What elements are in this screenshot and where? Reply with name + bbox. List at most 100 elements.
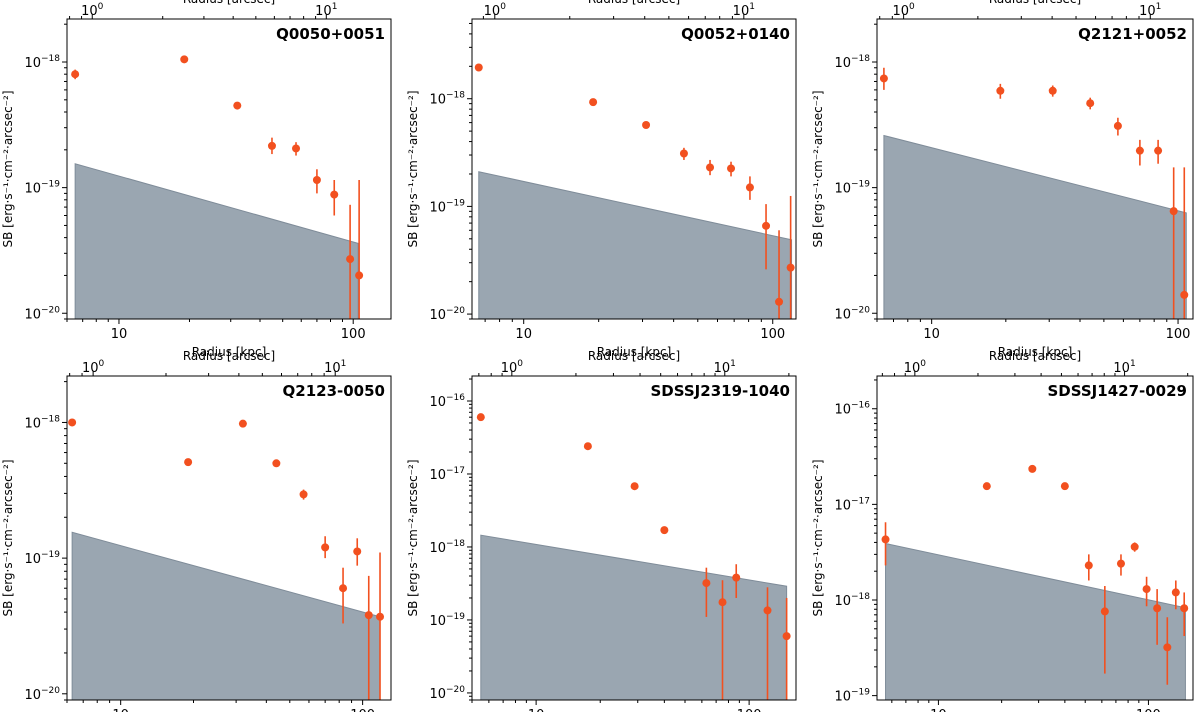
data-point: [982, 482, 991, 491]
y-tick-label: 10−20: [24, 305, 60, 322]
panel-title: Q0052+0140: [681, 25, 790, 43]
data-point: [679, 149, 688, 158]
data-point: [786, 263, 795, 272]
x-tick-label: 10: [923, 327, 940, 342]
x2-tick-label: 100: [82, 359, 105, 376]
x2-tick-label: 100: [904, 359, 927, 376]
y-tick-label: 10−17: [834, 496, 870, 513]
plot-frame: [66, 18, 392, 320]
data-point: [660, 526, 669, 535]
data-point: [1135, 146, 1144, 155]
x-tick-label: 100: [341, 327, 366, 342]
data-point: [233, 101, 242, 110]
ticks: [467, 14, 774, 324]
data-point: [321, 543, 330, 552]
plot-frame: [876, 375, 1194, 701]
x-tick-label: 10: [930, 708, 947, 712]
x2-tick-label: 100: [81, 2, 104, 19]
data-point: [1048, 86, 1057, 95]
y-tick-label: 10−16: [429, 393, 465, 410]
y-axis-label: SB [erg·s⁻¹·cm⁻²·arcsec⁻²]: [406, 90, 420, 247]
x2-tick-label: 101: [324, 359, 346, 376]
ticks: [62, 14, 354, 324]
y-tick-label: 10−18: [24, 414, 60, 431]
ticks: [872, 14, 1179, 324]
y-tick-label: 10−19: [834, 180, 870, 197]
panel-title: SDSSJ1427-0029: [1048, 382, 1188, 400]
data-point: [312, 176, 321, 185]
x-axis-label: Radius [kpc]: [998, 345, 1073, 359]
data-point: [71, 70, 80, 79]
data-point: [782, 632, 791, 641]
y-tick-label: 10−20: [429, 685, 465, 702]
data-point: [745, 183, 754, 192]
data-point: [996, 86, 1005, 95]
x2-tick-label: 100: [892, 2, 915, 19]
sensitivity-band: [480, 534, 788, 700]
data-point: [299, 490, 308, 499]
data-point: [364, 611, 373, 620]
y-tick-label: 10−20: [24, 686, 60, 703]
data-point: [68, 418, 77, 427]
plot-frame: [471, 18, 797, 320]
panel-0: 10 100 100 101 10−20 10−19 10−18 Radius [kpc] Ra…: [1, 0, 392, 359]
data-point: [1060, 482, 1069, 491]
x-axis-label: Radius [kpc]: [597, 345, 672, 359]
data-point: [881, 535, 890, 544]
data-point: [762, 221, 771, 230]
data-point: [879, 74, 888, 83]
data-point: [718, 598, 727, 607]
x-tick-label: 100: [350, 708, 375, 712]
data-point: [267, 141, 276, 150]
x2-tick-label: 101: [315, 2, 337, 19]
data-point: [706, 163, 715, 172]
panel-title: Q2121+0052: [1078, 25, 1187, 43]
data-point: [1130, 542, 1139, 551]
data-point: [727, 164, 736, 173]
x-tick-label: 100: [737, 708, 762, 712]
y-tick-label: 10−19: [24, 180, 60, 197]
data-point: [355, 271, 364, 280]
y-tick-label: 10−17: [429, 466, 465, 483]
plot-frame: [66, 375, 392, 701]
ticks: [62, 371, 364, 705]
x-tick-label: 10: [111, 327, 128, 342]
x2-tick-label: 101: [1139, 2, 1161, 19]
data-point: [763, 606, 772, 615]
x2-axis-label: Radius [arcsec]: [989, 0, 1081, 6]
data-point: [1084, 561, 1093, 570]
sensitivity-band: [478, 171, 793, 319]
x-tick-label: 10: [528, 708, 545, 712]
data-point: [1171, 588, 1180, 597]
panel-1: 10 100 100 101 10−20 10−19 10−18 Radius [kpc] Ra…: [406, 0, 797, 359]
y-tick-label: 10−18: [429, 91, 465, 108]
x-tick-label: 10: [112, 708, 129, 712]
y-axis-label: SB [erg·s⁻¹·cm⁻²·arcsec⁻²]: [406, 459, 420, 616]
y-axis-label: SB [erg·s⁻¹·cm⁻²·arcsec⁻²]: [1, 90, 15, 247]
data-point: [589, 98, 598, 107]
y-axis-label: SB [erg·s⁻¹·cm⁻²·arcsec⁻²]: [811, 90, 825, 247]
y-tick-label: 10−18: [834, 54, 870, 71]
x2-tick-label: 101: [733, 2, 755, 19]
ticks: [467, 371, 790, 705]
y-tick-label: 10−18: [429, 539, 465, 556]
sensitivity-band: [885, 542, 1186, 700]
y-tick-label: 10−18: [834, 592, 870, 609]
data-point: [1113, 121, 1122, 130]
y-tick-label: 10−19: [24, 550, 60, 567]
data-point: [330, 190, 339, 199]
data-point: [1180, 290, 1189, 299]
data-point: [642, 121, 651, 130]
data-point: [184, 458, 193, 467]
panel-title: Q2123-0050: [283, 382, 385, 400]
x2-axis-label: Radius [arcsec]: [588, 0, 680, 6]
data-point: [1153, 604, 1162, 613]
data-point: [272, 459, 281, 468]
panel-title: SDSSJ2319-1040: [651, 382, 791, 400]
data-point: [346, 255, 355, 264]
data-point: [476, 413, 485, 422]
data-point: [1086, 99, 1095, 108]
x-tick-label: 10: [515, 327, 532, 342]
